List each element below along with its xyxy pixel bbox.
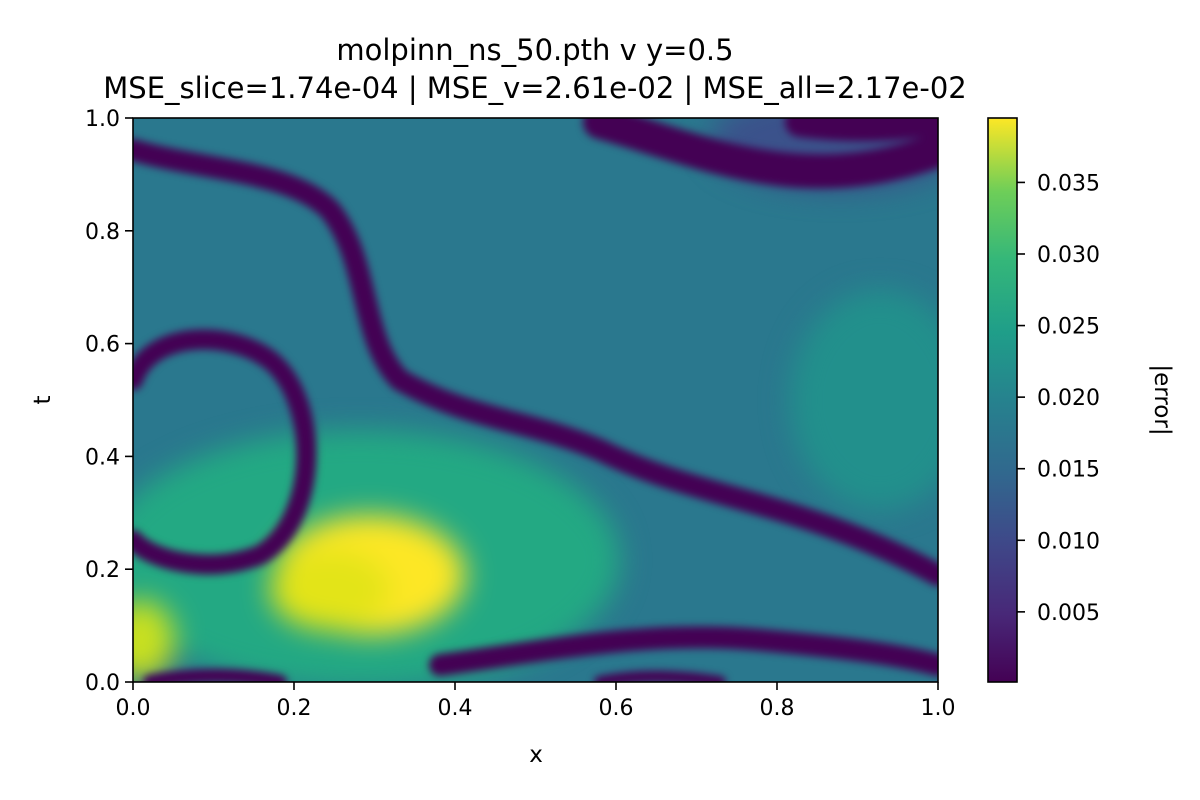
y-tick-label: 1.0 bbox=[85, 107, 120, 132]
y-tick-label: 0.2 bbox=[85, 558, 120, 583]
heatmap-field bbox=[133, 118, 938, 682]
x-tick-label: 0.8 bbox=[760, 696, 795, 721]
colorbar-tick-label: 0.005 bbox=[1037, 601, 1100, 626]
heatmap-valleys bbox=[133, 118, 938, 682]
chart-title-line1: molpinn_ns_50.pth v y=0.5 bbox=[336, 33, 733, 67]
y-tick-label: 0.6 bbox=[85, 333, 120, 358]
colorbar-tick-label: 0.010 bbox=[1037, 529, 1100, 554]
colorbar-tick-label: 0.035 bbox=[1037, 171, 1100, 196]
colorbar-label: |error| bbox=[1149, 364, 1175, 435]
x-tick-label: 0.4 bbox=[438, 696, 473, 721]
chart-title-line2: MSE_slice=1.74e-04 | MSE_v=2.61e-02 | MS… bbox=[103, 71, 966, 105]
colorbar-tick-label: 0.025 bbox=[1037, 315, 1100, 340]
x-tick-label: 1.0 bbox=[921, 696, 956, 721]
y-axis-label: t bbox=[30, 395, 56, 404]
colorbar-tick-label: 0.015 bbox=[1037, 458, 1100, 483]
y-axis: 0.0 0.2 0.4 0.6 0.8 1.0 bbox=[85, 107, 133, 696]
plot-frame bbox=[132, 117, 939, 683]
colorbar-tick-label: 0.020 bbox=[1037, 386, 1100, 411]
x-axis-label: x bbox=[529, 742, 543, 768]
x-axis: 0.0 0.2 0.4 0.6 0.8 1.0 bbox=[116, 682, 956, 721]
y-tick-label: 0.0 bbox=[85, 671, 120, 696]
colorbar bbox=[987, 117, 1018, 683]
x-tick-label: 0.2 bbox=[277, 696, 312, 721]
y-tick-label: 0.8 bbox=[85, 220, 120, 245]
x-tick-label: 0.0 bbox=[116, 696, 151, 721]
colorbar-ticks: 0.005 0.010 0.015 0.020 0.025 0.030 0.035 bbox=[1017, 171, 1100, 626]
x-tick-label: 0.6 bbox=[599, 696, 634, 721]
y-tick-label: 0.4 bbox=[85, 445, 120, 470]
colorbar-tick-label: 0.030 bbox=[1037, 243, 1100, 268]
